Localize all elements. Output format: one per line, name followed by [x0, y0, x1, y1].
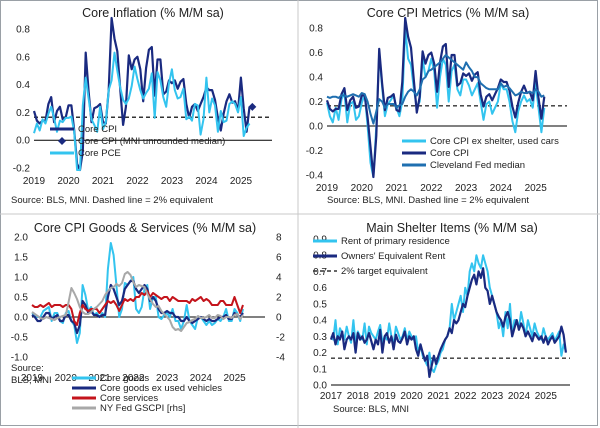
legend-label: Core CPI	[78, 124, 117, 135]
source-note-4: Source: BLS, MNI	[333, 404, 409, 415]
chart-title-1: Core Inflation (% M/M sa)	[82, 6, 224, 20]
chart-title-2: Core CPI Metrics (% M/M sa)	[367, 6, 530, 20]
x-tick-label: 2022	[122, 373, 145, 384]
y-tick-label: 0.4	[313, 316, 327, 327]
y-tick-label: 0.6	[313, 283, 327, 294]
x-tick-label: 2024	[490, 183, 513, 194]
y2-tick-label: 6	[276, 253, 282, 264]
y-tick-label: 0.2	[16, 108, 30, 119]
y-tick-label: 0.2	[313, 348, 327, 359]
source-note-1: Source: BLS, MNI. Dashed line = 2% equiv…	[11, 195, 213, 206]
series-line-cleveland-fed-median	[326, 54, 545, 125]
source-note-3: Source:	[11, 363, 44, 374]
series-line-core-cpi	[32, 16, 251, 172]
y2-tick-label: 8	[276, 233, 282, 244]
x-tick-label: 2025	[535, 391, 558, 402]
source-note-3: BLS, MNI	[11, 375, 52, 386]
median-marker	[248, 102, 257, 111]
y-tick-label: 0.8	[309, 24, 323, 35]
y-tick-label: 0.0	[309, 122, 323, 133]
x-tick-label: 2025	[230, 176, 253, 187]
series-line-core-pce	[33, 51, 251, 171]
legend-label: 2% target equivalent	[341, 266, 428, 277]
legend-label: Core PCE	[78, 148, 121, 159]
x-tick-label: 2023	[161, 176, 184, 187]
y-tick-label: 0.4	[309, 73, 323, 84]
y-tick-label: -0.5	[11, 333, 29, 344]
x-tick-label: 2025	[525, 183, 548, 194]
y-tick-label: 0.2	[309, 97, 323, 108]
x-tick-label: 2022	[454, 391, 477, 402]
x-tick-label: 2022	[420, 183, 443, 194]
y-tick-label: -1.0	[11, 353, 29, 364]
x-tick-label: 2021	[427, 391, 450, 402]
series-line-ny-fed-gscpi-rhs-	[31, 271, 244, 332]
x-tick-label: 2020	[55, 373, 78, 384]
series-line-core-goods-ex-used-vehicles	[31, 279, 244, 335]
chart-title-3: Core CPI Goods & Services (% M/M sa)	[34, 221, 256, 235]
legend-label: NY Fed GSCPI [rhs]	[100, 403, 185, 414]
x-tick-label: 2021	[88, 373, 111, 384]
y-tick-label: 0.1	[313, 364, 327, 375]
x-tick-label: 2023	[156, 373, 179, 384]
series-line-core-goods	[31, 242, 244, 344]
y-tick-label: 0.6	[16, 52, 30, 63]
legend-label: Core services	[100, 393, 158, 404]
x-tick-label: 2021	[385, 183, 408, 194]
y-tick-label: 0.0	[14, 313, 28, 324]
chart-title-4: Main Shelter Items (% M/M sa)	[366, 221, 538, 235]
x-tick-label: 2021	[92, 176, 115, 187]
series-line-owners-equivalent-rent	[329, 267, 567, 378]
x-tick-label: 2022	[126, 176, 149, 187]
y-tick-label: 2.0	[14, 233, 28, 244]
y-tick-label: 0.5	[313, 299, 327, 310]
x-tick-label: 2019	[23, 176, 46, 187]
legend-label: Core CPI (MNI unrounded median)	[78, 136, 225, 147]
y-tick-label: 0.0	[313, 381, 327, 392]
x-tick-label: 2019	[316, 183, 339, 194]
legend-label: Core CPI	[430, 148, 469, 159]
y2-tick-label: 2	[276, 293, 282, 304]
x-tick-label: 2024	[190, 373, 213, 384]
source-note-2: Source: BLS, MNI. Dashed line = 2% equiv…	[327, 195, 529, 206]
legend-label: Core CPI ex shelter, used cars	[430, 136, 559, 147]
y-tick-label: 0.5	[14, 293, 28, 304]
y-tick-label: 0.0	[16, 136, 30, 147]
y2-tick-label: 0	[276, 313, 282, 324]
y-tick-label: 1.0	[14, 273, 28, 284]
legend-label: Rent of primary residence	[341, 236, 450, 247]
x-tick-label: 2020	[351, 183, 374, 194]
y-tick-label: -0.2	[13, 164, 31, 175]
x-tick-label: 2023	[481, 391, 504, 402]
y2-tick-label: -4	[276, 353, 285, 364]
x-tick-label: 2020	[57, 176, 80, 187]
x-tick-label: 2024	[195, 176, 218, 187]
y-tick-label: 0.8	[16, 24, 30, 35]
x-tick-label: 2017	[320, 391, 343, 402]
x-tick-label: 2019	[374, 391, 397, 402]
legend-label: Owners' Equivalent Rent	[341, 251, 446, 262]
y2-tick-label: -2	[276, 333, 285, 344]
y-tick-label: -0.2	[306, 146, 324, 157]
x-tick-label: 2019	[21, 373, 44, 384]
x-tick-label: 2018	[347, 391, 370, 402]
y-tick-label: 0.3	[313, 332, 327, 343]
legend-label: Cleveland Fed median	[430, 160, 525, 171]
x-tick-label: 2024	[508, 391, 531, 402]
x-tick-label: 2023	[455, 183, 478, 194]
legend-label: Core goods	[100, 373, 149, 384]
x-tick-label: 2025	[223, 373, 246, 384]
legend-label: Core goods ex used vehicles	[100, 383, 222, 394]
x-tick-label: 2020	[400, 391, 423, 402]
y-tick-label: 0.6	[309, 48, 323, 59]
series-line-core-cpi-ex-shelter-used-cars	[326, 27, 546, 178]
y-tick-label: 1.5	[14, 253, 28, 264]
y-tick-label: 0.4	[16, 80, 30, 91]
y-tick-label: -0.4	[306, 171, 324, 182]
y-tick-label: 0.7	[313, 267, 327, 278]
y2-tick-label: 4	[276, 273, 282, 284]
legend-swatch	[58, 137, 66, 145]
